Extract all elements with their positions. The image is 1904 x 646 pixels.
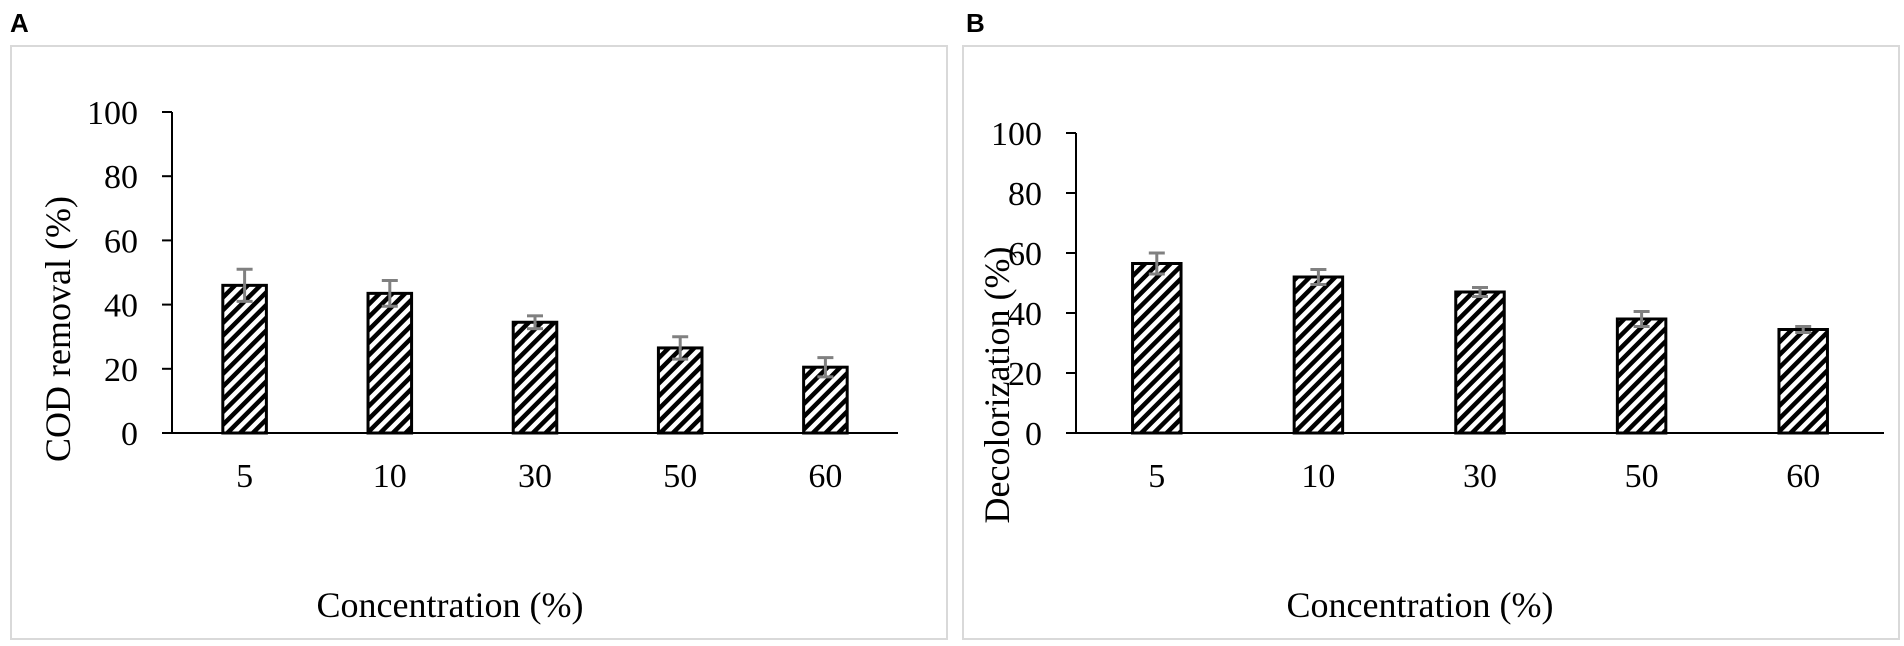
chart-frame-b: 0 20 40 60 80 100 5 10 30 50 60 Decolorization (%)… <box>962 45 1900 640</box>
bar <box>221 283 268 435</box>
y-tick-label: 60 <box>1008 236 1042 273</box>
x-tick-label: 50 <box>663 458 697 495</box>
y-tick-label: 20 <box>104 352 138 389</box>
y-axis-label: COD removal (%) <box>38 196 78 462</box>
bar <box>1131 262 1183 435</box>
bar <box>656 346 704 435</box>
y-tick-label: 0 <box>1025 416 1042 453</box>
x-tick-label: 10 <box>373 458 407 495</box>
bar <box>366 291 414 435</box>
y-tick-label: 20 <box>1008 356 1042 393</box>
y-tick-label: 80 <box>1008 176 1042 213</box>
panel-label-a: A <box>10 8 29 38</box>
panel-label-b: B <box>966 8 985 38</box>
y-axis-label: Decolorization (%) <box>977 247 1017 524</box>
y-tick-label: 0 <box>121 416 138 453</box>
y-tick-label: 80 <box>104 159 138 196</box>
error-bar <box>817 356 834 379</box>
error-bar <box>381 279 398 308</box>
error-bar <box>672 335 689 361</box>
error-bar <box>1472 286 1488 298</box>
x-tick-label: 5 <box>1148 458 1165 495</box>
error-bar <box>1633 310 1650 328</box>
y-tick-label: 40 <box>104 288 138 325</box>
x-axis-label: Concentration (%) <box>317 585 584 625</box>
y-tick-label: 100 <box>991 116 1042 153</box>
error-bar <box>527 314 543 331</box>
bar <box>1454 290 1506 435</box>
error-bar <box>1795 325 1812 334</box>
x-tick-label: 60 <box>1786 458 1820 495</box>
bar <box>1777 328 1829 435</box>
y-tick-label: 100 <box>87 95 138 132</box>
x-tick-label: 60 <box>808 458 842 495</box>
bar <box>1292 275 1345 435</box>
error-bar <box>1310 268 1327 286</box>
y-tick-label: 60 <box>104 223 138 260</box>
chart-frame-a: 0 20 40 60 80 100 5 10 30 50 60 COD removal (%) Co… <box>10 45 948 640</box>
x-tick-label: 50 <box>1625 458 1659 495</box>
chart-a: 0 20 40 60 80 100 5 10 30 50 60 COD removal (%) Co… <box>38 95 898 625</box>
x-axis-label: Concentration (%) <box>1287 585 1554 625</box>
bar <box>1615 317 1668 435</box>
error-bar <box>1148 251 1165 276</box>
chart-b: 0 20 40 60 80 100 5 10 30 50 60 Decolorization (%)… <box>977 116 1884 625</box>
bar <box>511 320 559 435</box>
x-tick-label: 30 <box>518 458 552 495</box>
error-bar <box>236 267 253 303</box>
y-tick-label: 40 <box>1008 296 1042 333</box>
x-tick-label: 30 <box>1463 458 1497 495</box>
x-tick-label: 10 <box>1301 458 1335 495</box>
x-tick-label: 5 <box>236 458 253 495</box>
